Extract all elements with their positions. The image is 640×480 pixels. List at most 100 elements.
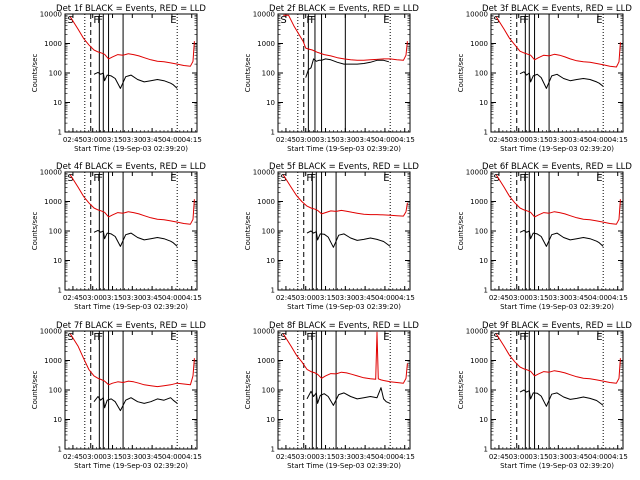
x-tick-label: 04:15	[182, 294, 202, 302]
plot-frame	[490, 13, 624, 133]
x-axis-label: Start Time (19-Sep-03 02:39:20)	[287, 145, 401, 153]
y-tick-label: 1	[484, 129, 488, 137]
panel-title: Det 1f BLACK = Events, RED = LLD	[56, 4, 206, 14]
y-tick-label: 1000	[470, 198, 488, 206]
panel-title: Det 3f BLACK = Events, RED = LLD	[482, 4, 632, 14]
end-marker: E	[170, 15, 176, 26]
x-tick-label: 02:45	[63, 136, 83, 144]
start-marker: S	[280, 173, 286, 184]
panel-title: Det 5f BLACK = Events, RED = LLD	[269, 162, 419, 172]
x-axis-label: Start Time (19-Sep-03 02:39:20)	[287, 462, 401, 470]
y-tick-label: 100	[262, 387, 275, 395]
x-tick-label: 03:15	[528, 136, 548, 144]
y-tick-label: 10	[53, 416, 62, 424]
x-tick-label: 04:15	[395, 453, 415, 461]
y-axis-label: Counts/sec	[244, 371, 252, 410]
x-tick-label: 03:30	[335, 136, 355, 144]
y-tick-label: 1000	[470, 357, 488, 365]
x-tick-label: 02:45	[276, 294, 296, 302]
flare-marker: F	[523, 15, 529, 26]
y-tick-label: 10000	[253, 11, 275, 19]
series-events-line	[305, 58, 390, 78]
y-tick-label: 1	[271, 129, 275, 137]
x-tick-label: 04:00	[375, 294, 395, 302]
end-marker: E	[383, 15, 389, 26]
y-axis-label: Counts/sec	[31, 54, 39, 93]
y-tick-label: 1	[484, 287, 488, 295]
series-lld-line	[495, 16, 621, 68]
x-tick-label: 04:00	[375, 136, 395, 144]
x-tick-label: 04:15	[608, 453, 628, 461]
y-tick-label: 1	[484, 446, 488, 454]
x-tick-label: 04:15	[608, 294, 628, 302]
y-tick-label: 100	[49, 387, 62, 395]
x-tick-label: 03:30	[122, 136, 142, 144]
series-lld-line	[69, 16, 195, 67]
flare-marker: F	[310, 173, 316, 184]
x-tick-label: 03:45	[142, 453, 162, 461]
x-tick-label: 03:00	[509, 453, 529, 461]
x-tick-label: 03:15	[315, 294, 335, 302]
series-lld-line	[69, 174, 195, 225]
flare-marker: F	[97, 332, 103, 343]
flare-marker: F	[93, 173, 99, 184]
flare-marker: F	[519, 173, 525, 184]
x-tick-label: 03:30	[548, 453, 568, 461]
y-tick-label: 10	[266, 416, 275, 424]
x-tick-label: 03:00	[296, 453, 316, 461]
y-tick-label: 10000	[40, 169, 62, 177]
start-marker: S	[493, 15, 499, 26]
plot-frame	[64, 330, 198, 450]
x-tick-label: 02:45	[489, 453, 509, 461]
series-lld-line	[282, 331, 408, 384]
series-events-line	[93, 229, 178, 247]
x-axis-label: Start Time (19-Sep-03 02:39:20)	[74, 462, 188, 470]
y-tick-label: 10	[479, 416, 488, 424]
y-tick-label: 1000	[44, 198, 62, 206]
x-tick-label: 03:45	[568, 294, 588, 302]
end-marker: E	[596, 15, 602, 26]
series-events-line	[93, 71, 178, 89]
panel-title: Det 9f BLACK = Events, RED = LLD	[482, 321, 632, 331]
y-tick-label: 10	[479, 257, 488, 265]
x-tick-label: 03:00	[509, 294, 529, 302]
x-tick-label: 03:00	[83, 453, 103, 461]
y-tick-label: 10	[266, 257, 275, 265]
series-events-line	[519, 71, 604, 89]
x-axis-label: Start Time (19-Sep-03 02:39:20)	[500, 462, 614, 470]
x-tick-label: 04:00	[162, 294, 182, 302]
x-tick-label: 04:00	[588, 453, 608, 461]
flare-marker: F	[306, 173, 312, 184]
y-tick-label: 10000	[40, 11, 62, 19]
y-tick-label: 10000	[466, 328, 488, 336]
start-marker: S	[493, 332, 499, 343]
x-tick-label: 03:45	[355, 136, 375, 144]
series-events-line	[306, 230, 391, 248]
y-tick-label: 10000	[40, 328, 62, 336]
panel-title: Det 2f BLACK = Events, RED = LLD	[269, 4, 419, 14]
y-tick-label: 1000	[257, 40, 275, 48]
series-events-line	[519, 389, 604, 407]
y-tick-label: 100	[49, 228, 62, 236]
x-tick-label: 02:45	[63, 294, 83, 302]
x-tick-label: 03:45	[355, 453, 375, 461]
x-tick-label: 04:00	[588, 294, 608, 302]
y-tick-label: 100	[475, 228, 488, 236]
x-tick-label: 03:15	[528, 294, 548, 302]
y-tick-label: 1000	[257, 198, 275, 206]
y-tick-label: 100	[475, 387, 488, 395]
x-tick-label: 03:15	[315, 136, 335, 144]
panel-title: Det 6f BLACK = Events, RED = LLD	[482, 162, 632, 172]
y-tick-label: 1000	[470, 40, 488, 48]
y-tick-label: 100	[262, 228, 275, 236]
x-tick-label: 03:15	[102, 294, 122, 302]
series-lld-line	[495, 174, 621, 225]
y-axis-label: Counts/sec	[457, 212, 465, 251]
